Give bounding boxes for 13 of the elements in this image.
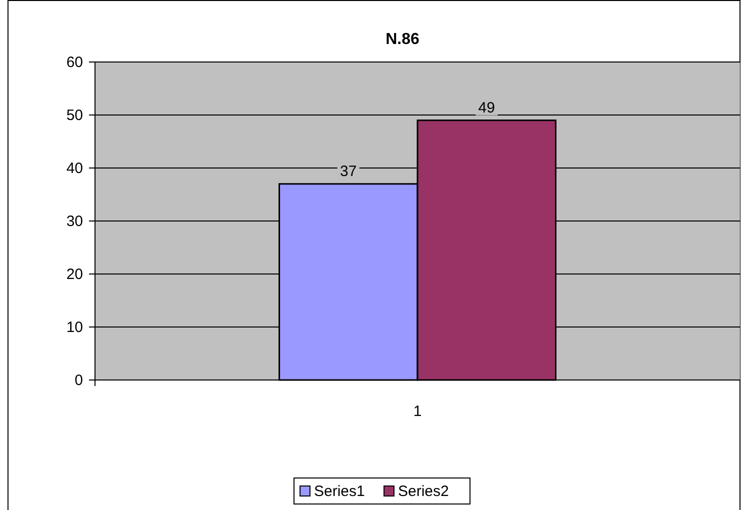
data-label: 49 [478,99,495,116]
y-tick-label: 30 [66,213,83,230]
y-tick-label: 40 [66,160,83,177]
chart-title: N.86 [386,31,420,48]
y-tick-label: 20 [66,266,83,283]
legend-label: Series2 [398,483,449,500]
y-tick-label: 10 [66,319,83,336]
y-tick-label: 60 [66,54,83,71]
y-tick-label: 0 [74,372,83,389]
legend-label: Series1 [314,483,365,500]
y-tick-label: 50 [66,107,83,124]
data-label: 37 [340,162,357,180]
x-tick-label: 1 [413,403,422,420]
